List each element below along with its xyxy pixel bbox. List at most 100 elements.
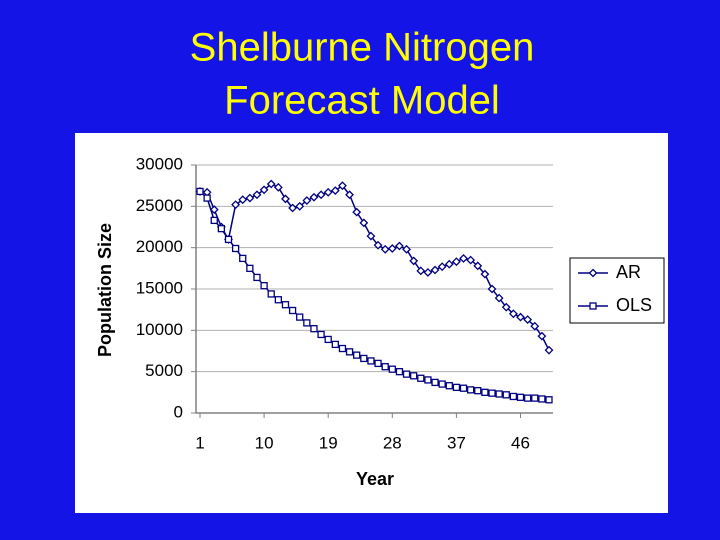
point (509, 392, 518, 401)
y-tick-label: 15000 (136, 278, 183, 297)
point (296, 313, 304, 321)
point (217, 225, 226, 233)
point (530, 321, 540, 331)
point (323, 187, 333, 197)
point (273, 182, 283, 192)
point (508, 309, 518, 319)
x-tick-label: 19 (319, 433, 338, 452)
point (246, 264, 254, 272)
point (430, 265, 440, 275)
x-tick-label: 46 (511, 433, 530, 452)
x-tick-label: 28 (383, 433, 402, 452)
point (480, 269, 490, 279)
point (266, 179, 276, 189)
y-tick-label: 30000 (136, 154, 183, 173)
point (445, 382, 453, 390)
point (523, 315, 533, 325)
point (360, 354, 368, 363)
point (537, 331, 547, 341)
y-tick-label: 0 (174, 402, 183, 421)
x-tick-label: 1 (195, 433, 204, 452)
point (424, 376, 432, 384)
point (452, 383, 461, 392)
point (209, 205, 219, 215)
point (309, 192, 319, 202)
point (324, 335, 332, 344)
point (316, 190, 326, 200)
point (302, 196, 312, 205)
point (331, 340, 339, 349)
point (544, 345, 554, 355)
point (352, 207, 362, 217)
point (345, 190, 354, 200)
point (402, 370, 411, 378)
point (252, 190, 262, 200)
x-tick-label: 10 (255, 433, 274, 452)
point (380, 244, 390, 254)
point (303, 319, 311, 327)
y-tick-label: 20000 (136, 237, 183, 256)
point (317, 330, 325, 339)
point (259, 185, 269, 195)
point (239, 254, 247, 263)
point (210, 216, 218, 225)
point (531, 394, 539, 402)
point (281, 194, 290, 204)
point (359, 218, 369, 228)
slide-title: Shelburne Nitrogen (190, 26, 535, 70)
point (267, 290, 275, 298)
point (274, 296, 282, 304)
point (545, 396, 553, 404)
point (437, 262, 447, 272)
point (387, 244, 397, 253)
point (260, 282, 268, 290)
point (516, 312, 525, 322)
point (409, 256, 419, 266)
x-tick-label: 37 (447, 433, 466, 452)
point (253, 273, 261, 282)
point (459, 384, 468, 392)
point (295, 201, 305, 211)
point (481, 388, 489, 396)
point (523, 394, 532, 402)
point (288, 203, 298, 213)
legend-label: AR (616, 262, 641, 282)
point (345, 348, 354, 356)
point (330, 186, 340, 196)
point (310, 325, 318, 333)
y-tick-label: 10000 (136, 320, 183, 339)
point (366, 231, 376, 241)
point (395, 241, 404, 251)
point (288, 306, 297, 315)
point (238, 195, 248, 205)
point (245, 193, 255, 203)
point (281, 301, 290, 309)
point (438, 380, 446, 388)
point (338, 181, 347, 191)
point (196, 187, 204, 196)
point (353, 351, 361, 359)
point (402, 244, 411, 254)
legend-box (569, 257, 665, 324)
point (373, 240, 383, 250)
point (487, 284, 497, 294)
point (410, 372, 418, 380)
point (431, 378, 439, 387)
point (231, 200, 241, 210)
point (516, 393, 525, 401)
slide-title: Forecast Model (224, 79, 500, 123)
point (494, 293, 504, 303)
y-tick-label: 5000 (145, 361, 183, 380)
point (395, 368, 404, 376)
point (388, 365, 396, 373)
point (488, 389, 496, 397)
point (502, 391, 510, 399)
point (538, 395, 546, 403)
point (451, 257, 461, 267)
point (423, 268, 433, 277)
chart-background (75, 133, 668, 513)
point (501, 302, 511, 312)
point (466, 255, 476, 265)
